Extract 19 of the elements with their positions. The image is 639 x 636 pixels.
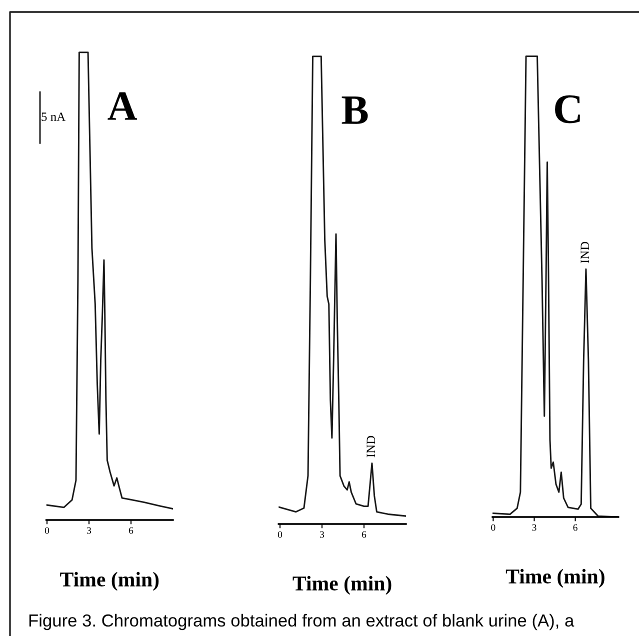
x-tick-label: 0 [278, 531, 282, 538]
annotation: IND [580, 242, 589, 264]
text: B [342, 96, 368, 124]
caption: Figure 3. Chromatograms obtained from an extract of blank urine (A), a [29, 614, 574, 630]
x-tick-label: 6 [128, 527, 134, 534]
annotation: 5 nA [42, 112, 66, 121]
x-tick-label: 0 [44, 527, 50, 534]
x-tick-label: 3 [532, 524, 536, 531]
x-axis-title: Time (min) [60, 572, 159, 591]
x-tick-label: 6 [573, 524, 578, 531]
x-axis-title: Time (min) [292, 576, 392, 595]
text: A [108, 92, 138, 120]
x-axis-title: Time (min) [506, 568, 604, 588]
text: C [555, 95, 580, 124]
x-tick-label: 3 [87, 527, 92, 534]
x-tick-label: 3 [320, 531, 324, 538]
x-tick-label: 6 [362, 531, 366, 538]
annotation: IND [366, 436, 376, 458]
x-tick-label: 0 [491, 524, 496, 531]
